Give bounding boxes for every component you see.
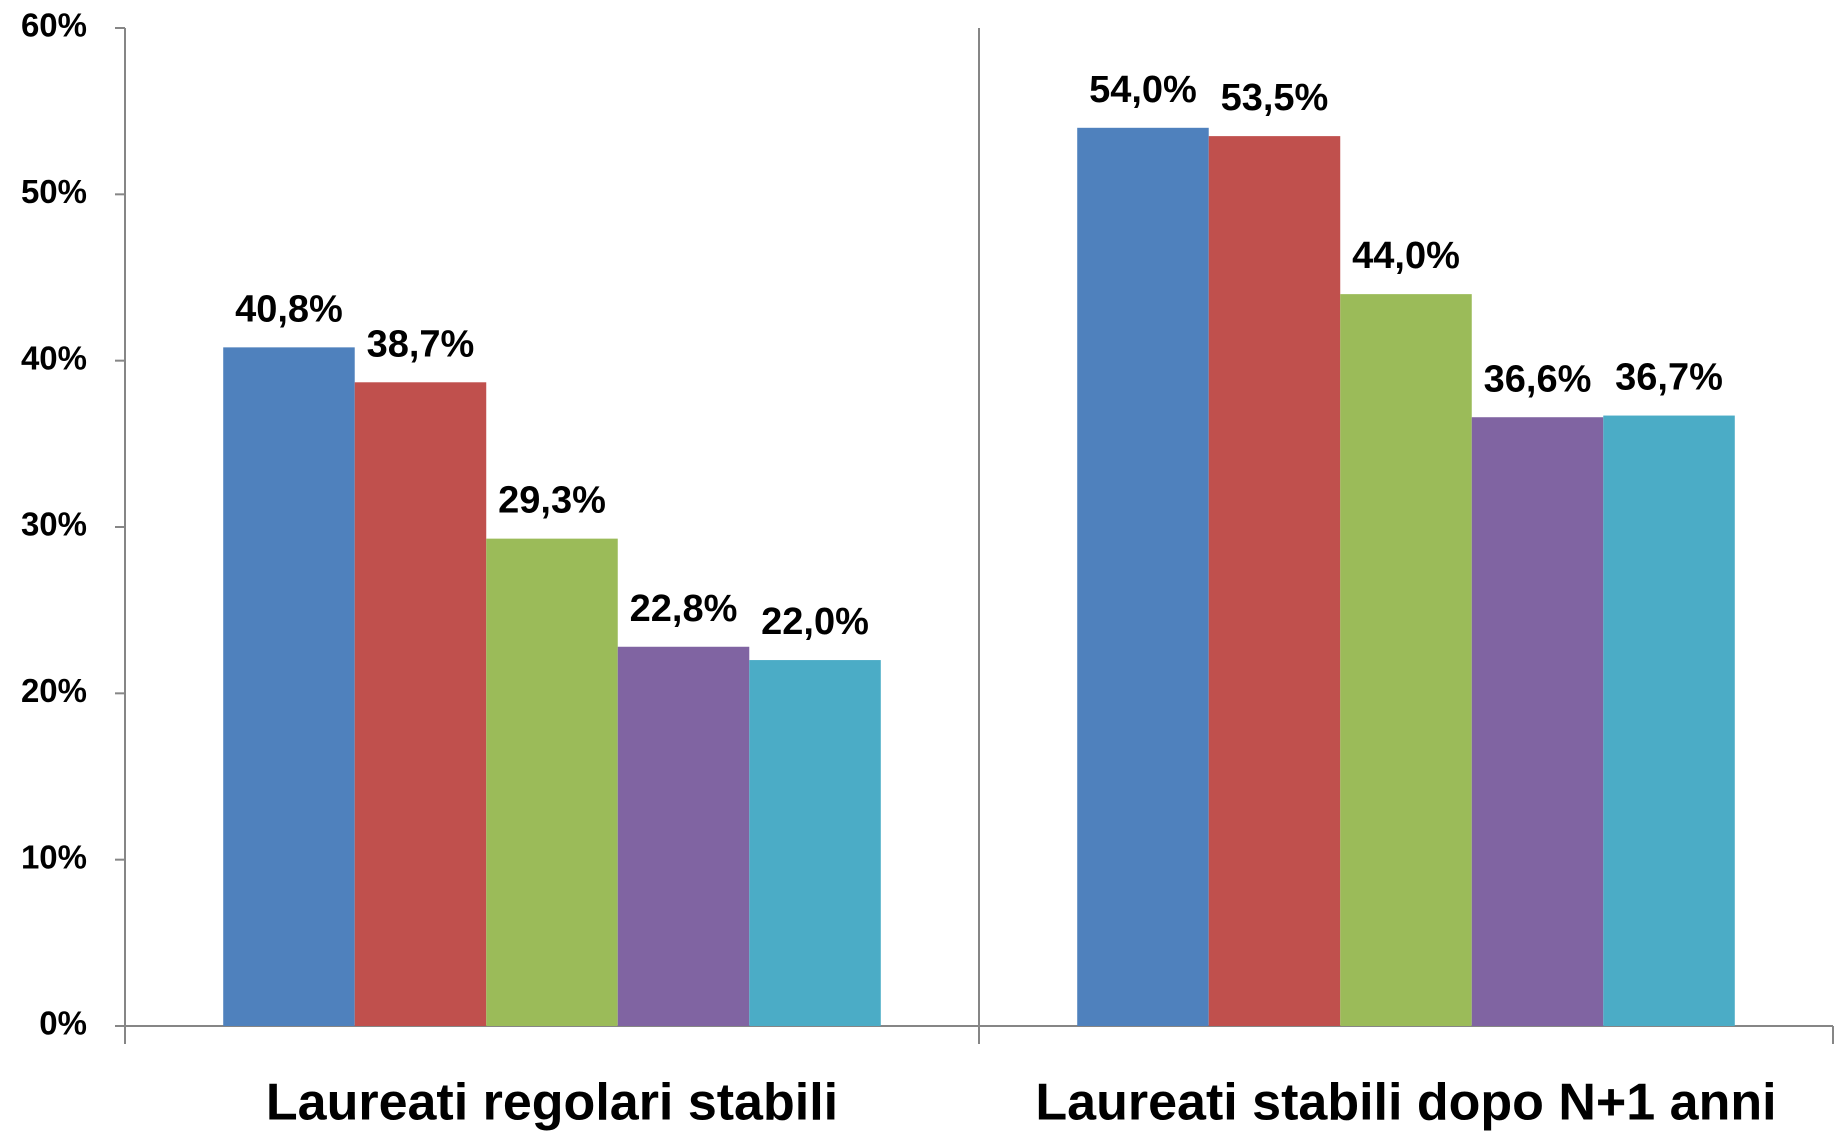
x-tick-label: Laureati stabili dopo N+1 anni <box>1035 1074 1776 1132</box>
value-label: 29,3% <box>498 480 606 522</box>
value-label: 36,6% <box>1484 358 1592 400</box>
y-tick-label: 20% <box>21 672 87 709</box>
value-label: 54,0% <box>1089 69 1197 111</box>
bar <box>1208 136 1341 1026</box>
x-tick-label: Laureati regolari stabili <box>266 1074 838 1132</box>
value-label: 38,7% <box>367 323 475 365</box>
value-label: 36,7% <box>1615 357 1723 399</box>
bar <box>223 347 355 1026</box>
bar <box>1471 417 1604 1027</box>
y-tick-label: 30% <box>21 506 87 543</box>
y-tick-label: 60% <box>21 7 87 44</box>
value-label: 53,5% <box>1221 77 1329 119</box>
bar <box>1077 127 1209 1027</box>
y-tick-label: 50% <box>21 173 87 210</box>
bar <box>749 660 881 1026</box>
bar <box>1340 294 1472 1027</box>
bar <box>617 646 750 1026</box>
value-label: 22,8% <box>630 588 738 630</box>
y-tick-label: 10% <box>21 838 87 875</box>
value-label: 44,0% <box>1352 235 1460 277</box>
bar <box>486 538 618 1026</box>
y-tick-label: 0% <box>39 1005 87 1042</box>
bar <box>354 382 487 1026</box>
bar <box>1603 415 1735 1027</box>
y-tick-label: 40% <box>21 339 87 376</box>
value-label: 40,8% <box>235 288 343 330</box>
value-label: 22,0% <box>761 601 869 643</box>
